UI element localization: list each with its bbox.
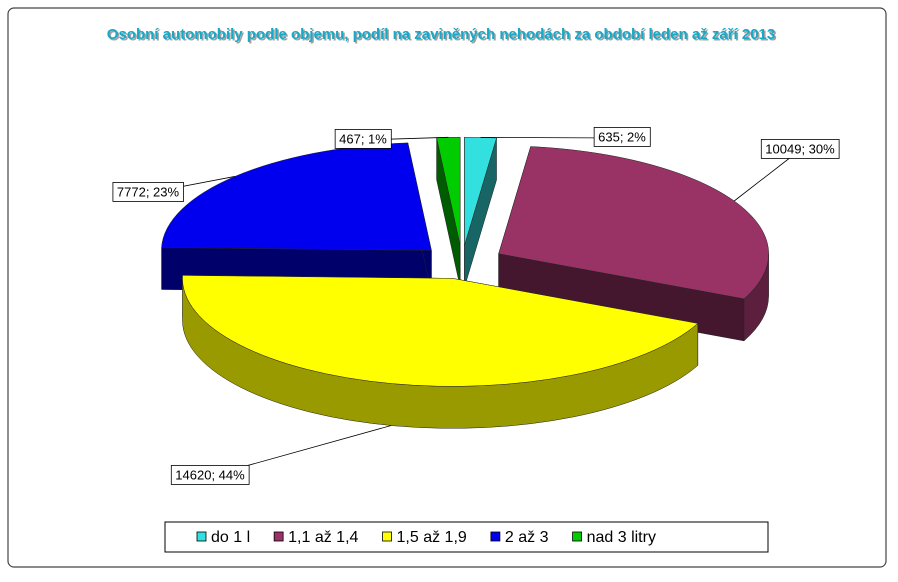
legend-label: do 1 l — [211, 529, 250, 546]
slice-group — [464, 136, 497, 288]
data-label-box — [112, 182, 184, 202]
data-labels: 635; 2% 10049; 30% 14620; 44% 7772; 23% 467;… — [112, 127, 840, 485]
slice-group — [182, 275, 699, 429]
legend-label: 2 až 3 — [505, 529, 549, 546]
legend-label: nad 3 litry — [587, 529, 656, 546]
data-label: 7772; 23% — [117, 184, 180, 199]
legend-box — [164, 521, 769, 553]
slice — [498, 146, 769, 300]
legend: do 1 l 1,1 až 1,4 1,5 až 1,9 2 až 3 nad 3 li… — [196, 529, 656, 546]
data-label: 467; 1% — [339, 131, 387, 146]
data-label: 635; 2% — [598, 129, 646, 144]
legend-swatch — [196, 531, 207, 542]
data-label-box — [593, 127, 651, 147]
legend-swatch — [382, 531, 392, 542]
data-label: 14620; 44% — [175, 467, 245, 482]
legend-label: 1,5 až 1,9 — [397, 529, 467, 546]
slice-group — [498, 146, 769, 342]
legend-swatch — [572, 531, 582, 542]
slice — [182, 275, 699, 387]
legend-label: 1,1 až 1,4 — [288, 529, 358, 546]
chart-title: Osobní automobily podle objemu, podíl na… — [107, 26, 775, 43]
data-label-box — [334, 129, 392, 149]
legend-swatch — [490, 531, 501, 542]
data-label-box — [760, 139, 840, 159]
slice — [464, 136, 497, 246]
title-shadow: Osobní automobily podle objemu, podíl na… — [108, 27, 776, 44]
slice-group — [436, 136, 461, 288]
data-label: 10049; 30% — [765, 141, 835, 156]
legend-swatch — [273, 531, 284, 542]
pie — [161, 136, 769, 429]
data-label-box — [170, 465, 250, 485]
